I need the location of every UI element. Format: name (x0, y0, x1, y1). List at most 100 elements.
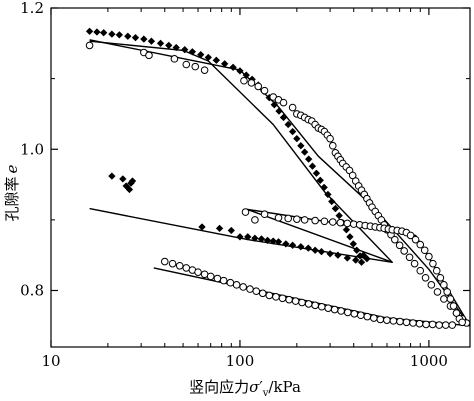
data-point-circle (448, 321, 457, 329)
data-point-circle (440, 281, 448, 289)
data-point-circle (219, 276, 228, 285)
data-point-circle (429, 259, 437, 268)
data-point-circle (168, 259, 177, 268)
data-point-circle (406, 231, 415, 240)
fit-lines (89, 39, 471, 327)
data-point-circle (416, 240, 425, 249)
data-point-circle (427, 281, 436, 289)
data-point-circle (432, 266, 441, 275)
data-point-circle (206, 272, 215, 281)
axis-ticks: 10 100 1000 0.8 1.0 1.2 (20, 0, 470, 370)
data-point-circle (328, 141, 337, 150)
data-point-diamond (263, 236, 272, 245)
data-point-diamond (204, 53, 213, 62)
data-point-diamond (227, 226, 236, 235)
data-point-diamond (279, 113, 288, 122)
data-point-circle (391, 235, 399, 244)
data-point-diamond (128, 177, 137, 185)
data-point-diamond (343, 254, 352, 262)
data-point-diamond (244, 233, 252, 241)
data-point-circle (433, 288, 442, 296)
data-point-circle (317, 302, 326, 311)
data-point-diamond (93, 28, 101, 36)
data-point-circle (449, 302, 458, 310)
data-point-circle (160, 257, 169, 266)
data-point-diamond (215, 224, 224, 233)
y-tick-label: 1.0 (20, 140, 44, 158)
data-point-circle (175, 261, 184, 270)
data-point-circle (350, 310, 359, 318)
data-point-circle (252, 287, 261, 296)
data-point-circle (260, 86, 269, 95)
data-point-diamond (274, 238, 283, 246)
data-point-diamond (293, 134, 301, 143)
data-point-circle (182, 60, 191, 69)
data-point-circle (258, 289, 267, 298)
data-point-circle (348, 171, 357, 180)
data-point-diamond (324, 190, 332, 199)
data-point-circle (336, 218, 345, 227)
data-point-circle (191, 62, 200, 71)
data-point-circle (324, 304, 332, 312)
data-point-circle (436, 273, 445, 282)
data-point-diamond (300, 148, 309, 156)
data-point-circle (194, 268, 202, 276)
data-point-circle (405, 253, 414, 262)
x-tick-label: 1000 (410, 352, 448, 370)
data-point-diamond (180, 45, 189, 54)
data-point-circle (288, 103, 297, 112)
data-point-circle (254, 82, 263, 91)
data-point-circle (343, 308, 352, 317)
data-point-circle (311, 301, 319, 310)
data-point-diamond (119, 175, 127, 183)
data-point-circle (356, 311, 365, 320)
data-point-circle (443, 288, 452, 296)
x-tick-label: 100 (226, 352, 255, 370)
data-point-diamond (363, 254, 371, 263)
plot-frame (50, 7, 471, 348)
data-point-diamond (282, 240, 290, 248)
data-point-circle (402, 318, 411, 327)
data-point-circle (213, 274, 222, 283)
data-point-diamond (308, 162, 317, 170)
x-axis-label: 竖向应力σ′v/kPa (189, 378, 301, 399)
data-point-diamond (125, 185, 134, 194)
data-point-diamond (352, 246, 361, 254)
data-point-circle (278, 294, 287, 303)
data-point-diamond (346, 233, 354, 241)
data-point-diamond (270, 101, 279, 109)
data-point-circle (376, 315, 385, 324)
data-point-circle (311, 216, 319, 225)
data-point-diamond (288, 241, 297, 250)
data-point-circle (241, 208, 250, 216)
fit-line-1 (89, 40, 471, 327)
data-point-diamond (236, 233, 244, 241)
data-point-diamond (212, 56, 221, 65)
plot-area-frame (50, 7, 471, 348)
data-point-circle (328, 218, 337, 226)
data-point-circle (389, 317, 398, 325)
data-point-diamond (327, 197, 336, 206)
data-point-diamond (284, 120, 292, 129)
data-series (85, 27, 471, 329)
data-point-circle (293, 215, 301, 223)
data-point-diamond (140, 35, 148, 43)
data-point-diamond (304, 155, 313, 163)
data-point-circle (458, 318, 466, 327)
data-point-diamond (351, 256, 360, 264)
data-point-circle (415, 319, 424, 328)
data-point-diamond (220, 60, 229, 68)
data-point-diamond (196, 50, 205, 59)
data-point-circle (247, 79, 256, 87)
data-point-circle (440, 295, 448, 303)
data-point-diamond (108, 172, 116, 180)
data-point-diamond (335, 211, 343, 220)
data-point-circle (383, 316, 391, 324)
data-point-diamond (311, 246, 319, 254)
data-point-circle (291, 297, 300, 305)
data-point-circle (330, 305, 339, 314)
data-point-diamond (357, 258, 366, 267)
data-point-circle (284, 214, 292, 223)
data-point-circle (400, 247, 408, 255)
